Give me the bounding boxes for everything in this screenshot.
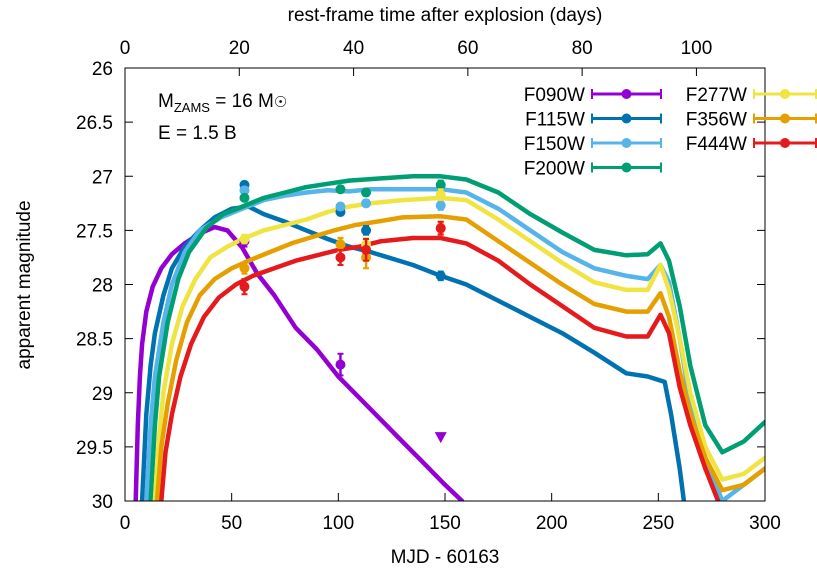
point-f356w	[239, 263, 250, 274]
top-axis-title: rest-frame time after explosion (days)	[288, 5, 603, 26]
mzams-value: = 16 M	[210, 91, 274, 112]
curve-f356w	[154, 214, 765, 501]
top-tick-label: 40	[343, 38, 364, 59]
x-tick-label: 300	[749, 513, 781, 534]
curve-f090w	[133, 224, 465, 501]
point-f444w	[435, 223, 446, 234]
y-tick-label: 26	[92, 59, 113, 80]
point-f150w	[239, 185, 250, 196]
point-f444w	[335, 252, 346, 263]
model-curves	[133, 174, 765, 501]
x-tick-label: 50	[221, 513, 242, 534]
top-tick-label: 100	[681, 38, 713, 59]
legend-marker-f356w	[780, 113, 790, 124]
top-tick-label: 60	[457, 38, 478, 59]
legend-label-f277w: F277W	[686, 85, 747, 106]
point-f356w	[335, 239, 346, 250]
top-tick-label: 80	[572, 38, 593, 59]
point-f277w	[239, 234, 250, 245]
point-f200w	[361, 187, 372, 198]
x-tick-label: 150	[429, 513, 461, 534]
observed-points	[239, 179, 447, 444]
legend-label-f090w: F090W	[524, 85, 585, 106]
point-f200w	[239, 192, 250, 203]
y-tick-label: 27.5	[76, 221, 113, 242]
y-axis-title: apparent magnitude	[14, 200, 35, 369]
curve-f200w	[148, 174, 765, 501]
sun-symbol: ☉	[274, 94, 287, 111]
x-tick-label: 200	[536, 513, 568, 534]
point-f115w	[435, 270, 446, 281]
legend-label-f150w: F150W	[524, 134, 585, 155]
y-tick-label: 26.5	[76, 113, 113, 134]
y-tick-label: 27	[92, 167, 113, 188]
legend-label-f444w: F444W	[686, 134, 747, 155]
point-f277w	[435, 189, 446, 200]
point-f115w	[361, 225, 372, 236]
y-tick-label: 30	[92, 492, 113, 513]
y-tick-label: 29	[92, 384, 113, 405]
top-tick-label: 0	[120, 38, 131, 59]
legend: F090W F115W F150W F200W F277W F356W F444W	[524, 85, 817, 180]
point-f444w	[239, 281, 250, 292]
mzams-subscript: ZAMS	[174, 100, 210, 115]
mzams-prefix: M	[158, 91, 174, 112]
y-tick-label: 28	[92, 276, 113, 297]
legend-label-f356w: F356W	[686, 110, 747, 131]
point-f150w	[435, 200, 446, 211]
legend-label-f200w: F200W	[524, 159, 585, 180]
upper-limit-f090w	[434, 432, 447, 444]
legend-marker-f444w	[780, 138, 790, 148]
point-f200w	[435, 179, 446, 190]
point-f200w	[335, 184, 346, 195]
point-f444w	[361, 244, 372, 255]
x-tick-label: 100	[322, 513, 354, 534]
point-f150w	[335, 201, 346, 212]
x-tick-label: 0	[120, 513, 131, 534]
legend-label-f115w: F115W	[525, 110, 585, 131]
y-tick-label: 28.5	[76, 330, 113, 351]
energy-annotation: E = 1.5 B	[158, 123, 237, 144]
point-f150w	[361, 198, 372, 209]
x-tick-label: 250	[642, 513, 674, 534]
curve-f444w	[159, 235, 721, 501]
axis-ticks: 0 50 100 150 200 250 300 0 20 40 60 80 100 26 26.5 27 27…	[76, 38, 781, 534]
mzams-annotation: MZAMS = 16 M☉	[158, 91, 287, 115]
legend-marker-f115w	[621, 113, 632, 124]
point-f090w	[335, 359, 346, 370]
legend-marker-f090w	[621, 89, 632, 99]
top-tick-label: 20	[229, 38, 250, 59]
x-axis-title: MJD - 60163	[391, 547, 500, 568]
legend-marker-f150w	[621, 138, 632, 148]
y-tick-label: 29.5	[76, 438, 113, 459]
legend-marker-f277w	[780, 89, 790, 99]
curve-f277w	[152, 195, 765, 501]
legend-marker-f200w	[621, 162, 632, 173]
